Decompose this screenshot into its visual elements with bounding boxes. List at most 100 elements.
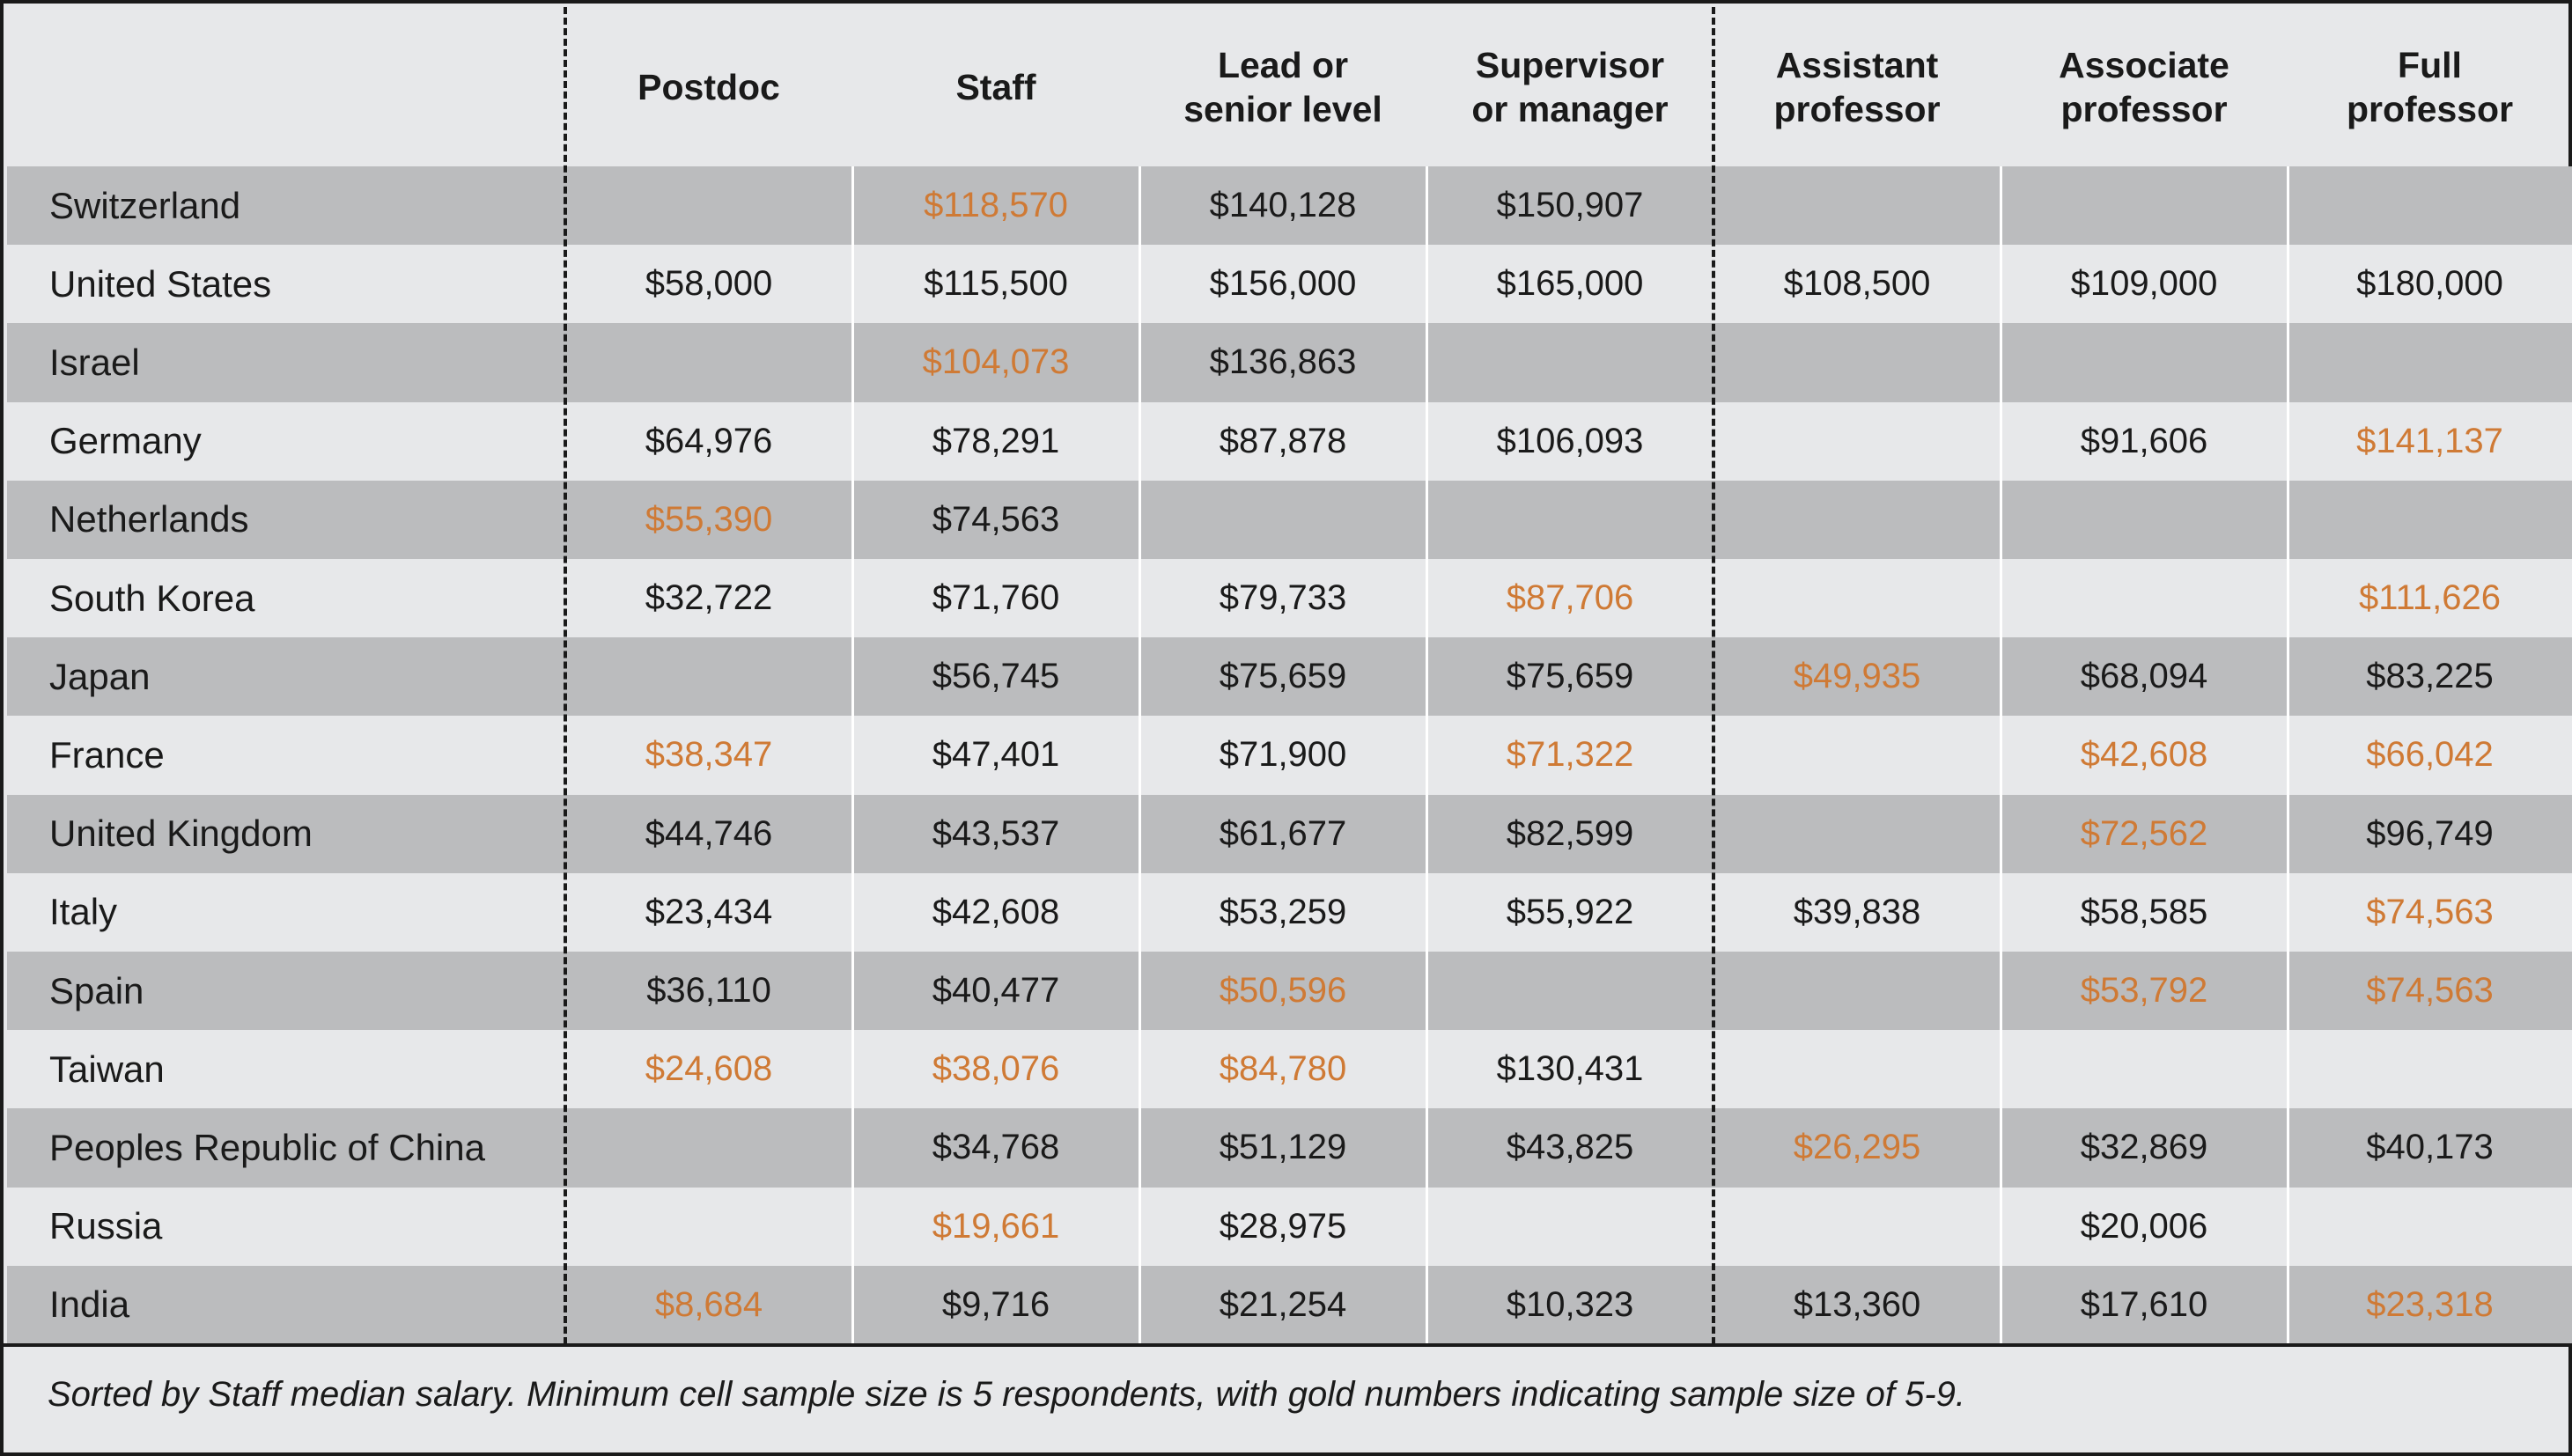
salary-cell: $150,907 xyxy=(1496,186,1644,225)
group-divider xyxy=(1712,7,1715,1344)
salary-cell: $23,434 xyxy=(645,892,773,931)
salary-cell: $66,042 xyxy=(2366,735,2494,775)
salary-cell: $87,706 xyxy=(1506,578,1634,618)
salary-cell: $32,869 xyxy=(2080,1128,2208,1167)
column-header: Lead or senior level xyxy=(1139,7,1426,166)
footer-divider xyxy=(4,1343,2572,1347)
column-header-line: professor xyxy=(2346,88,2514,129)
salary-cell: $75,659 xyxy=(1506,657,1634,696)
salary-cell: $40,477 xyxy=(932,971,1060,1011)
salary-cell: $78,291 xyxy=(932,421,1060,460)
salary-cell: $47,401 xyxy=(932,735,1060,775)
salary-cell: $75,659 xyxy=(1219,657,1347,696)
country-label: Switzerland xyxy=(49,184,241,226)
column-separator xyxy=(2000,166,2002,1344)
salary-cell: $44,746 xyxy=(645,813,773,853)
country-label: United States xyxy=(49,262,272,305)
country-label: South Korea xyxy=(49,577,255,619)
salary-cell: $68,094 xyxy=(2080,657,2208,696)
salary-cell: $141,137 xyxy=(2356,421,2503,460)
column-header: Supervisor or manager xyxy=(1426,7,1713,166)
row-band xyxy=(7,1187,2572,1266)
column-header: Full professor xyxy=(2288,7,2572,166)
column-header-line: Supervisor xyxy=(1475,44,1665,85)
salary-cell: $118,570 xyxy=(924,186,1068,225)
row-band xyxy=(7,1265,2572,1344)
salary-cell: $26,295 xyxy=(1793,1128,1921,1167)
group-divider xyxy=(564,7,567,1344)
salary-cell: $53,259 xyxy=(1219,892,1347,931)
salary-cell: $74,563 xyxy=(2366,892,2494,931)
salary-cell: $21,254 xyxy=(1219,1284,1347,1324)
salary-cell: $58,000 xyxy=(645,264,773,304)
salary-cell: $87,878 xyxy=(1219,421,1347,460)
salary-cell: $34,768 xyxy=(932,1128,1060,1167)
column-header-line: Assistant xyxy=(1775,44,1939,85)
country-label: Germany xyxy=(49,420,202,462)
salary-cell: $24,608 xyxy=(645,1049,773,1089)
salary-cell: $40,173 xyxy=(2366,1128,2494,1167)
salary-cell: $71,900 xyxy=(1219,735,1347,775)
column-header-line: Associate xyxy=(2059,44,2229,85)
salary-cell: $156,000 xyxy=(1209,264,1357,304)
salary-cell: $55,390 xyxy=(645,499,773,539)
salary-cell: $104,073 xyxy=(922,342,1070,382)
country-label: Italy xyxy=(49,891,118,933)
row-band xyxy=(7,245,2572,324)
salary-cell: $28,975 xyxy=(1219,1206,1347,1246)
salary-cell: $61,677 xyxy=(1219,813,1347,853)
column-header: Associate professor xyxy=(2001,7,2288,166)
column-header: Assistant professor xyxy=(1713,7,2001,166)
row-band xyxy=(7,637,2572,717)
salary-cell: $91,606 xyxy=(2080,421,2208,460)
column-separator xyxy=(2287,166,2289,1344)
country-label: United Kingdom xyxy=(49,813,313,855)
country-label: Russia xyxy=(49,1205,163,1247)
salary-cell: $13,360 xyxy=(1793,1284,1921,1324)
column-header-line: senior level xyxy=(1183,88,1382,129)
column-separator xyxy=(1426,166,1428,1344)
column-header: Staff xyxy=(852,7,1139,166)
salary-cell: $36,110 xyxy=(646,971,771,1011)
row-band xyxy=(7,401,2572,481)
salary-cell: $55,922 xyxy=(1506,892,1634,931)
country-label: Netherlands xyxy=(49,498,249,540)
salary-cell: $115,500 xyxy=(924,264,1068,304)
salary-cell: $140,128 xyxy=(1209,186,1357,225)
column-header-line: Postdoc xyxy=(637,66,780,107)
salary-cell: $10,323 xyxy=(1506,1284,1634,1324)
salary-cell: $165,000 xyxy=(1496,264,1644,304)
salary-cell: $111,626 xyxy=(2359,578,2501,618)
salary-cell: $71,322 xyxy=(1506,735,1634,775)
country-label: Israel xyxy=(49,341,140,383)
salary-cell: $38,076 xyxy=(932,1049,1060,1089)
salary-cell: $9,716 xyxy=(941,1284,1050,1324)
salary-cell: $84,780 xyxy=(1219,1049,1347,1089)
salary-cell: $83,225 xyxy=(2366,657,2494,696)
salary-cell: $106,093 xyxy=(1496,421,1644,460)
row-band xyxy=(7,1030,2572,1109)
column-header: Postdoc xyxy=(565,7,852,166)
salary-cell: $20,006 xyxy=(2080,1206,2208,1246)
country-label: India xyxy=(49,1283,130,1326)
salary-cell: $42,608 xyxy=(932,892,1060,931)
salary-cell: $8,684 xyxy=(654,1284,763,1324)
row-band xyxy=(7,166,2572,246)
salary-cell: $79,733 xyxy=(1219,578,1347,618)
salary-cell: $53,792 xyxy=(2080,971,2208,1011)
country-label: France xyxy=(49,733,165,776)
row-band xyxy=(7,716,2572,795)
salary-cell: $96,749 xyxy=(2366,813,2494,853)
row-band xyxy=(7,559,2572,638)
salary-cell: $42,608 xyxy=(2080,735,2208,775)
row-band xyxy=(7,872,2572,952)
country-label: Taiwan xyxy=(49,1048,165,1090)
column-header-line: Full xyxy=(2398,44,2462,85)
column-header-line: or manager xyxy=(1471,88,1669,129)
salary-cell: $108,500 xyxy=(1783,264,1931,304)
salary-cell: $109,000 xyxy=(2070,264,2218,304)
column-header-line: professor xyxy=(1773,88,1941,129)
salary-cell: $19,661 xyxy=(932,1206,1060,1246)
salary-cell: $50,596 xyxy=(1219,971,1347,1011)
salary-cell: $49,935 xyxy=(1793,657,1921,696)
